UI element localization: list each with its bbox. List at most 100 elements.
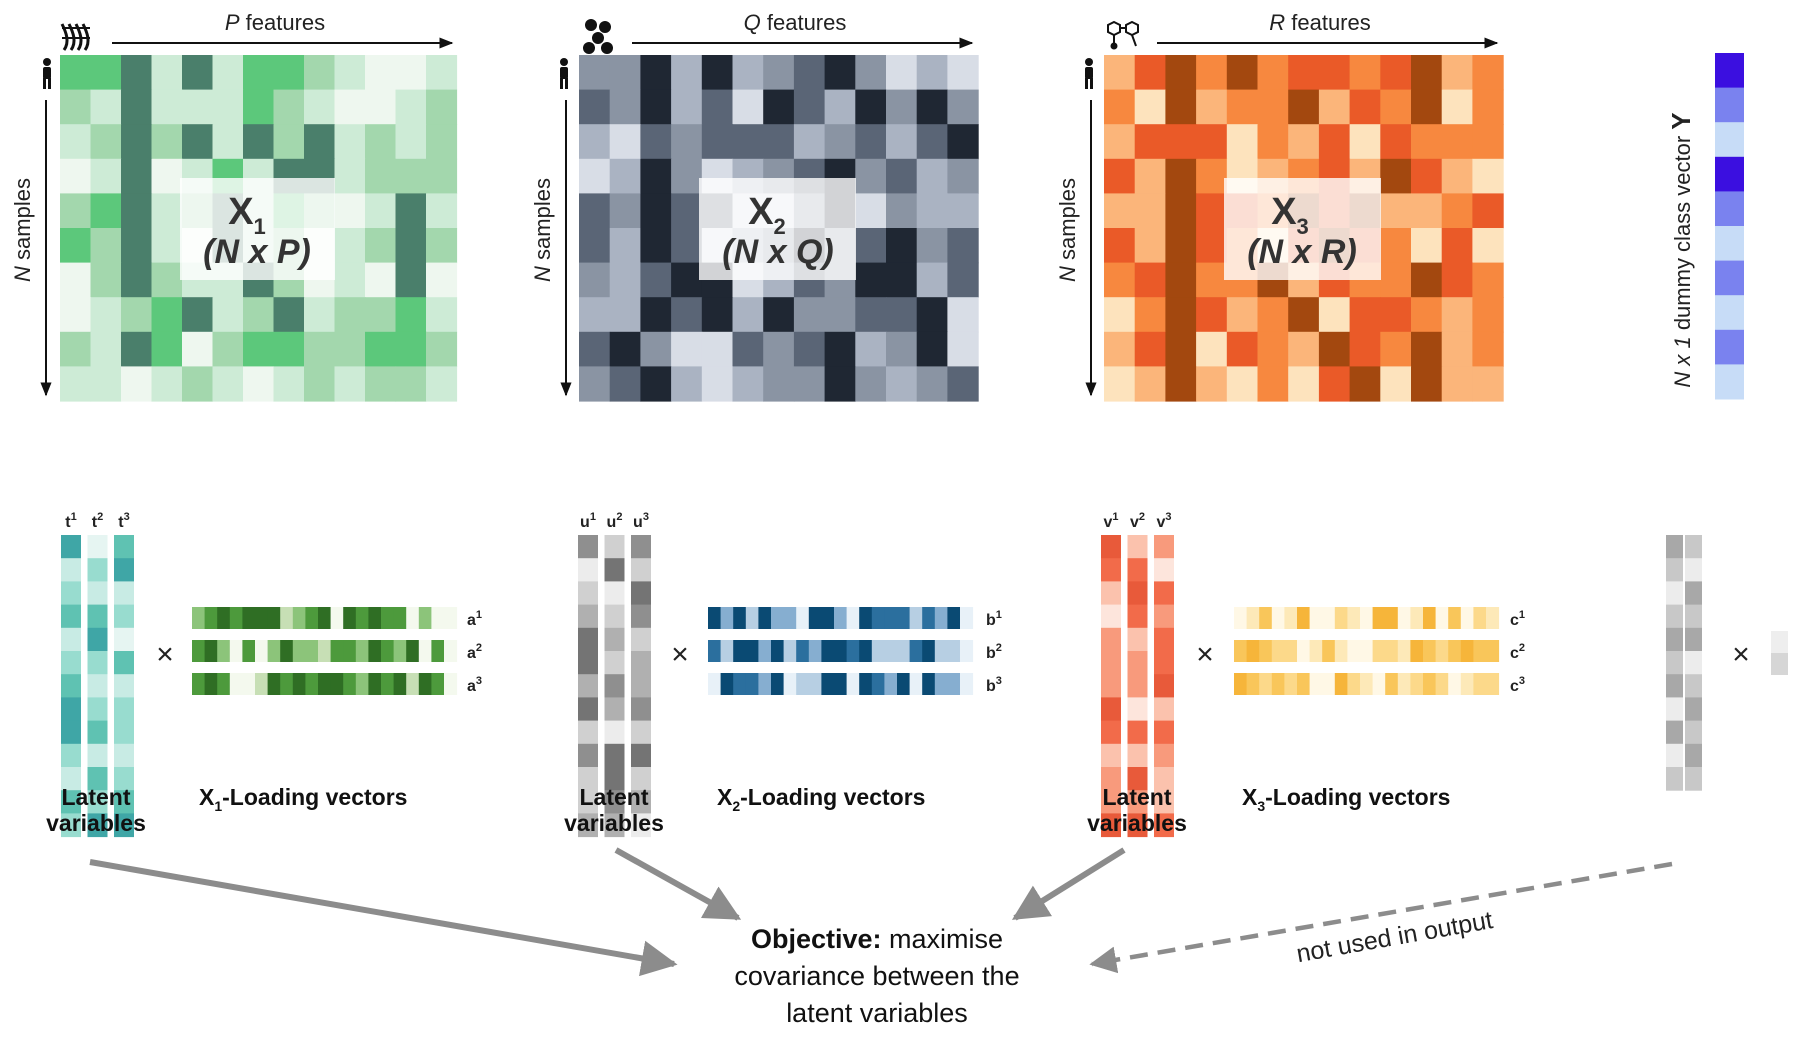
matrix-cell bbox=[640, 158, 672, 194]
matrix-cell bbox=[1257, 89, 1289, 125]
latent-variable-cell bbox=[1101, 558, 1121, 582]
latent-variable-cell bbox=[61, 535, 81, 559]
matrix-cell bbox=[60, 193, 92, 229]
loading-cell bbox=[1284, 673, 1298, 695]
loading-cell bbox=[355, 673, 369, 695]
matrix-cell bbox=[426, 124, 458, 160]
x1-loading-vectors bbox=[192, 607, 458, 695]
latent-variable-cell bbox=[114, 720, 134, 745]
matrix-cell bbox=[182, 89, 214, 125]
matrix-cell bbox=[1257, 366, 1289, 402]
matrix-cell bbox=[916, 366, 948, 402]
loading-cell bbox=[871, 673, 885, 695]
matrix-cell bbox=[916, 158, 948, 194]
loading-cell bbox=[783, 607, 797, 629]
x3-latent-variables bbox=[1101, 535, 1174, 838]
matrix-cell bbox=[395, 228, 427, 264]
latent-variable-cell bbox=[578, 720, 598, 745]
matrix-cell bbox=[1165, 366, 1197, 402]
matrix-cell bbox=[1411, 331, 1443, 367]
matrix-cell bbox=[1318, 55, 1351, 91]
loading-cell bbox=[947, 640, 961, 662]
matrix-cell bbox=[121, 158, 153, 194]
matrix-cell bbox=[1196, 228, 1228, 264]
matrix-cell bbox=[426, 262, 458, 298]
loading-cell bbox=[1448, 607, 1462, 629]
matrix-cell bbox=[1472, 55, 1504, 91]
loading-cell bbox=[1460, 673, 1474, 695]
matrix-cell bbox=[886, 331, 918, 367]
latent-variable-cell bbox=[1154, 627, 1174, 652]
latent-variable-cell bbox=[578, 535, 598, 559]
latent-variable-cell bbox=[1101, 813, 1121, 838]
latent-variable-cell bbox=[61, 767, 81, 791]
matrix-cell bbox=[701, 124, 734, 160]
loading-cell bbox=[242, 673, 256, 695]
loading-cell bbox=[1234, 607, 1248, 629]
y-vector-label: N x 1 dummy class vector Y bbox=[1666, 112, 1696, 387]
latent-variable-cell bbox=[87, 697, 108, 722]
loading-cell bbox=[431, 640, 445, 662]
matrix-cell bbox=[701, 366, 734, 402]
matrix-cell bbox=[426, 193, 458, 229]
loading-cell bbox=[192, 673, 206, 695]
matrix-cell bbox=[671, 193, 703, 229]
loading-vector-label: b1 bbox=[986, 609, 1002, 629]
loading-cell bbox=[758, 607, 772, 629]
loading-cell bbox=[859, 607, 873, 629]
loading-vector-label: a3 bbox=[467, 675, 482, 695]
loading-cell bbox=[1460, 640, 1474, 662]
matrix-cell bbox=[334, 158, 366, 194]
loading-cell bbox=[745, 607, 759, 629]
latent-variable-cell bbox=[61, 697, 81, 722]
y-latent-variable-cell bbox=[1685, 674, 1702, 698]
matrix-cell bbox=[60, 55, 92, 91]
matrix-cell bbox=[243, 55, 275, 91]
latent-variable-cell bbox=[1101, 743, 1121, 768]
matrix-cell bbox=[365, 158, 397, 194]
latent-variable-cell bbox=[604, 581, 625, 606]
loading-cell bbox=[1334, 607, 1348, 629]
matrix-cell bbox=[1257, 124, 1289, 160]
loading-cell bbox=[897, 607, 911, 629]
loading-vector-label: b2 bbox=[986, 642, 1002, 662]
matrix-cell bbox=[1411, 193, 1443, 229]
matrix-cell bbox=[640, 262, 672, 298]
matrix-cell bbox=[1196, 262, 1228, 298]
loading-cell bbox=[318, 607, 332, 629]
loading-cell bbox=[1460, 607, 1474, 629]
matrix-cell bbox=[916, 262, 948, 298]
matrix-cell bbox=[732, 89, 764, 125]
objective-line3: latent variables bbox=[786, 998, 968, 1028]
matrix-cell bbox=[121, 331, 153, 367]
loading-cell bbox=[1397, 673, 1411, 695]
latent-variable-cell bbox=[578, 558, 598, 582]
latent-variable-cell bbox=[61, 674, 81, 698]
matrix-cell bbox=[886, 124, 918, 160]
matrix-cell bbox=[886, 262, 918, 298]
loading-cell bbox=[393, 640, 407, 662]
matrix-cell bbox=[671, 331, 703, 367]
matrix-cell bbox=[824, 331, 856, 367]
loading-cell bbox=[897, 640, 911, 662]
y-latent-variable-cell bbox=[1685, 697, 1702, 722]
matrix-cell bbox=[732, 366, 764, 402]
matrix-cell bbox=[824, 124, 856, 160]
matrix-cell bbox=[640, 89, 672, 125]
matrix-cell bbox=[1104, 297, 1136, 333]
loading-cell bbox=[1246, 640, 1260, 662]
matrix-cell bbox=[579, 366, 611, 402]
loading-cell bbox=[292, 640, 306, 662]
matrix-cell bbox=[916, 228, 948, 264]
matrix-cell bbox=[1165, 331, 1197, 367]
loading-cell bbox=[745, 640, 759, 662]
loading-cell bbox=[897, 673, 911, 695]
y-vector-cell bbox=[1715, 260, 1744, 296]
block-x1: X1 (N x P) P features N samples t1 t2 t3 ×… bbox=[10, 10, 482, 838]
latent-variable-cell bbox=[578, 627, 598, 652]
matrix-cell bbox=[182, 55, 214, 91]
matrix-cell bbox=[151, 331, 183, 367]
matrix-cell bbox=[1104, 262, 1136, 298]
loading-cell bbox=[934, 607, 948, 629]
loading-cell bbox=[720, 607, 734, 629]
